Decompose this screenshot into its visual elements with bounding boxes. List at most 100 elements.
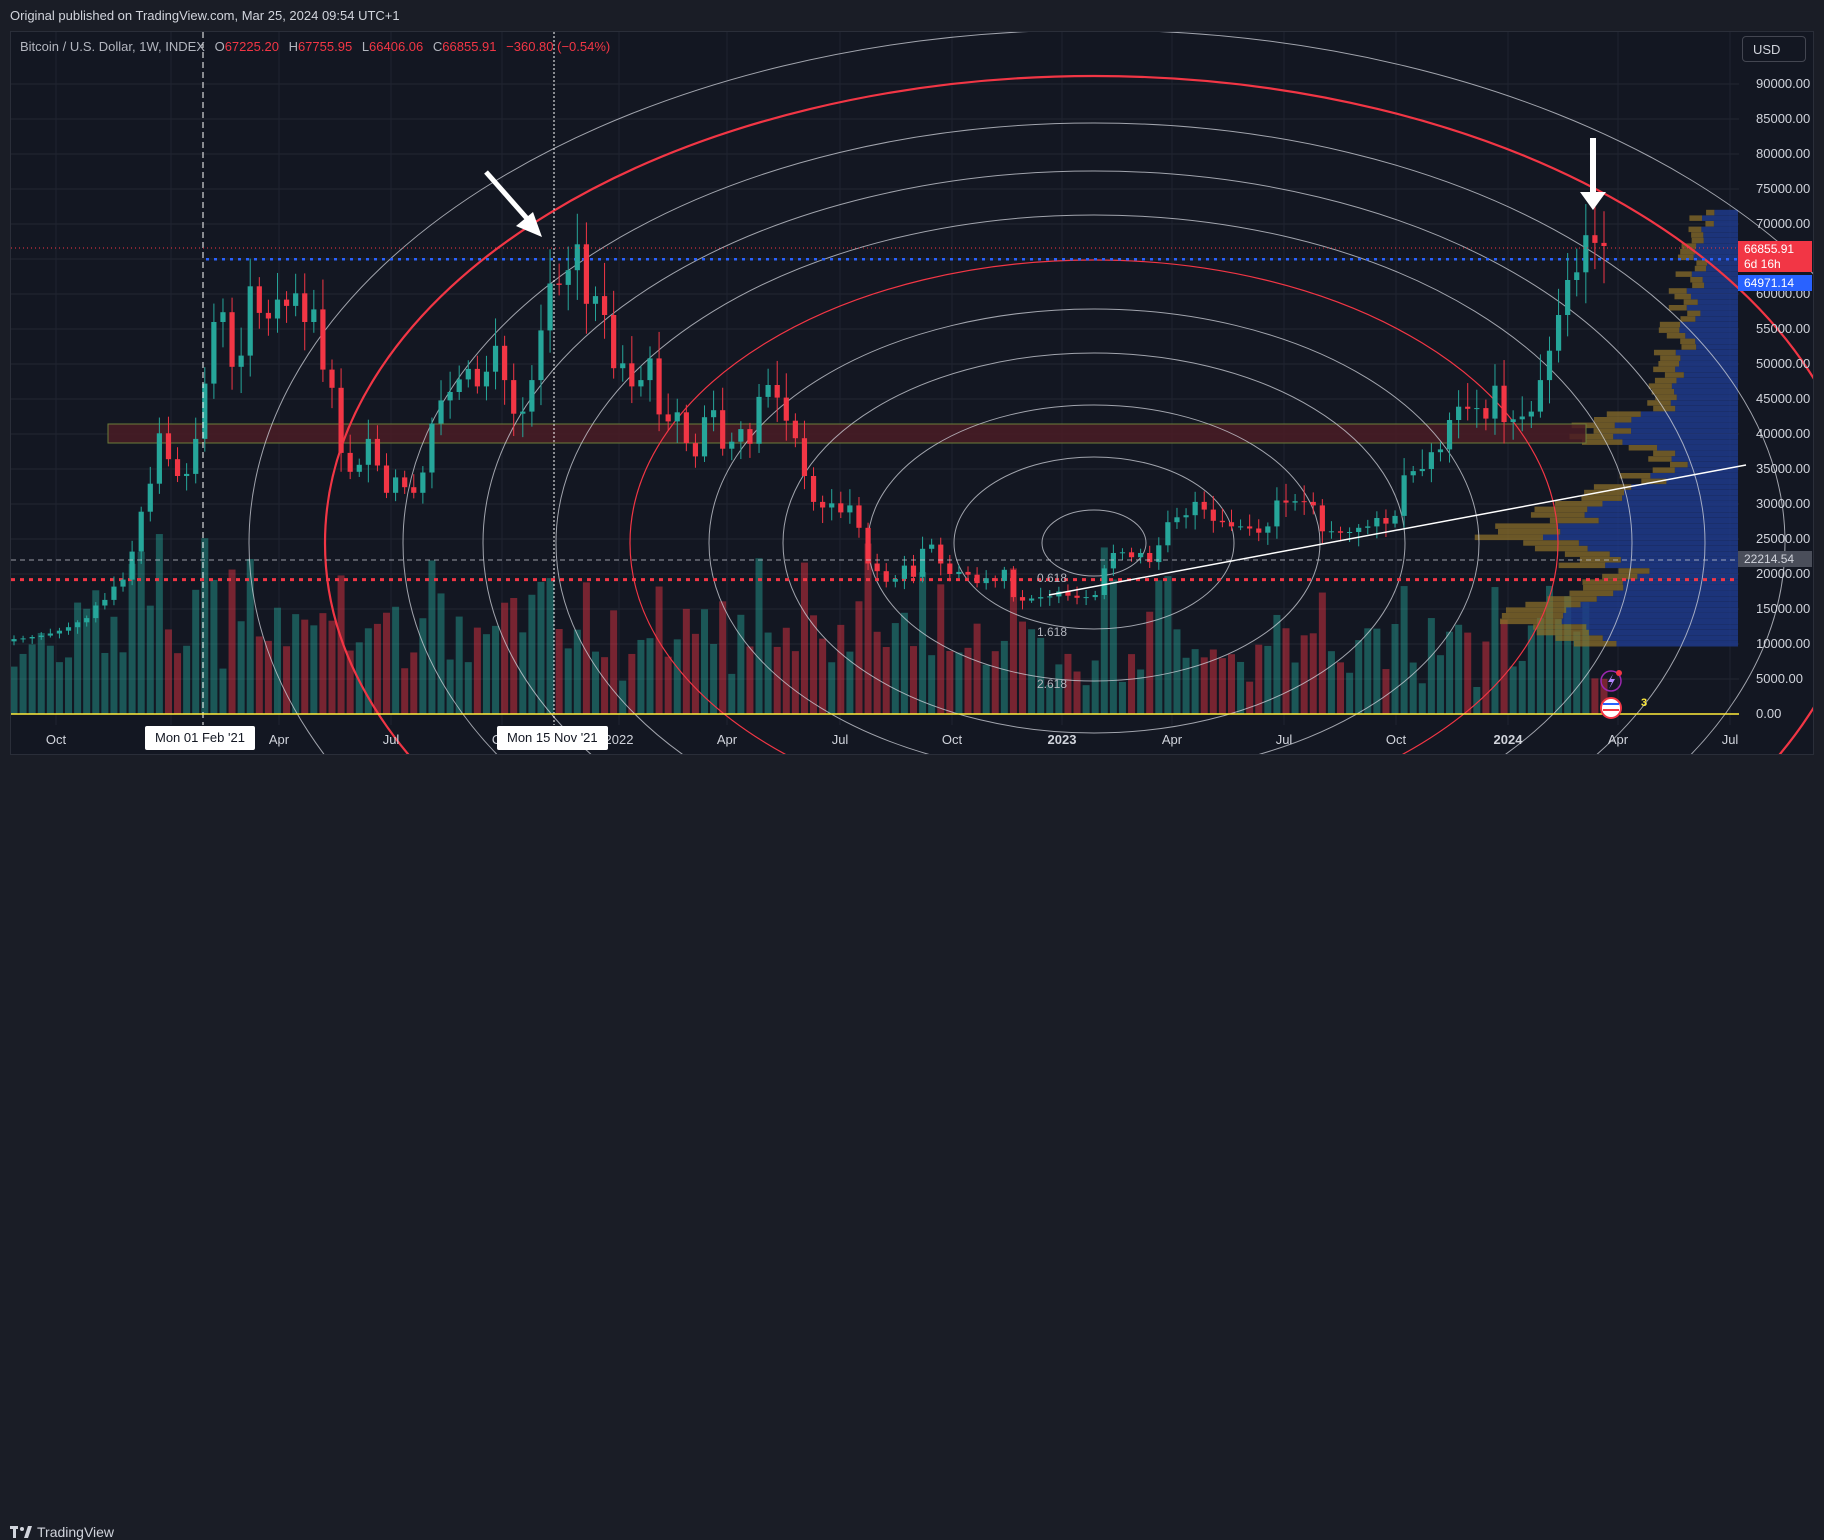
candle-body[interactable] [1565,280,1571,315]
candle-body[interactable] [429,423,435,473]
candle-body[interactable] [1274,500,1280,527]
candle-body[interactable] [393,477,399,493]
candle-body[interactable] [1001,569,1007,581]
candle-body[interactable] [810,476,817,502]
candle-body[interactable] [1492,385,1498,419]
candle-body[interactable] [38,635,44,637]
candle-body[interactable] [783,397,789,421]
candle-body[interactable] [329,369,335,388]
candle-body[interactable] [756,396,762,444]
candle-body[interactable] [1546,350,1553,381]
candle-body[interactable] [892,578,898,582]
candle-body[interactable] [529,380,535,412]
candle-body[interactable] [1228,522,1235,527]
candle-body[interactable] [1247,526,1253,529]
candle-body[interactable] [1510,419,1516,423]
candle-body[interactable] [338,387,344,453]
candle-body[interactable] [1328,531,1335,533]
candle-body[interactable] [1446,420,1453,450]
candle-body[interactable] [1038,597,1044,599]
candle-body[interactable] [720,410,726,449]
candle-body[interactable] [583,244,589,304]
candle-body[interactable] [1301,501,1307,503]
candle-body[interactable] [1074,595,1080,598]
candle-body[interactable] [1101,568,1107,595]
candle-body[interactable] [1383,518,1389,524]
candle-body[interactable] [1019,597,1026,601]
candle-body[interactable] [1083,597,1089,599]
fib-circle[interactable] [953,456,1235,630]
fib-circle[interactable] [782,352,1406,734]
candle-body[interactable] [820,501,826,508]
candle-body[interactable] [947,563,953,575]
candle-body[interactable] [411,487,417,493]
candle-body[interactable] [665,414,671,422]
candle-body[interactable] [256,286,262,313]
candle-body[interactable] [1047,596,1053,598]
candle-body[interactable] [1029,598,1035,601]
candle-body[interactable] [1056,591,1062,597]
candle-body[interactable] [956,571,962,574]
candle-body[interactable] [910,565,917,577]
candle-body[interactable] [674,412,680,422]
candle-body[interactable] [1592,235,1598,243]
candle-body[interactable] [1574,272,1580,280]
candle-body[interactable] [1010,569,1017,598]
candle-body[interactable] [1147,553,1153,563]
candle-body[interactable] [129,551,135,580]
candle-body[interactable] [856,505,862,528]
candle-body[interactable] [211,322,217,384]
candle-body[interactable] [483,371,490,387]
candle-body[interactable] [847,505,853,513]
candle-body[interactable] [111,586,117,600]
candle-body[interactable] [1219,520,1225,523]
candle-body[interactable] [465,368,471,380]
candle-body[interactable] [701,417,708,457]
candle-body[interactable] [320,309,326,370]
fib-circle[interactable] [324,75,1813,754]
candle-body[interactable] [75,622,81,628]
candle-body[interactable] [611,315,617,369]
candle-body[interactable] [801,438,808,476]
candle-body[interactable] [929,544,935,549]
tradingview-logo[interactable]: TradingView [10,1524,114,1540]
candle-body[interactable] [792,420,798,439]
candle-body[interactable] [47,633,53,636]
candle-body[interactable] [1210,509,1216,521]
candle-body[interactable] [29,637,35,639]
candle-body[interactable] [1401,475,1407,516]
candle-body[interactable] [1347,532,1353,533]
candle-body[interactable] [1483,408,1489,419]
candle-body[interactable] [365,438,371,465]
candle-body[interactable] [1456,406,1462,420]
candle-body[interactable] [974,574,980,584]
candle-body[interactable] [402,477,408,488]
chart-frame[interactable]: 0.618 1.618 2.618 90000.00 85000.00 80000.00… [10,31,1814,755]
candle-body[interactable] [1174,517,1180,523]
candle-body[interactable] [992,578,998,581]
fib-circle[interactable] [248,32,1813,754]
candle-body[interactable] [638,380,644,387]
candle-body[interactable] [919,548,926,577]
candle-body[interactable] [938,544,944,564]
candle-body[interactable] [438,400,444,424]
event-icons[interactable] [1600,670,1622,719]
arrow-right-annotation[interactable] [1580,138,1606,210]
support-resistance-zone[interactable] [107,423,1587,444]
fib-circle[interactable] [555,214,1633,754]
candle-body[interactable] [1065,591,1071,596]
candle-body[interactable] [1374,518,1380,527]
candle-body[interactable] [1501,385,1507,423]
candle-body[interactable] [1128,552,1135,558]
candle-body[interactable] [102,599,108,606]
candle-body[interactable] [1474,408,1480,410]
candle-body[interactable] [1537,380,1543,412]
candle-body[interactable] [656,358,662,415]
candle-body[interactable] [647,358,653,381]
candle-body[interactable] [965,571,971,575]
candle-body[interactable] [238,355,244,367]
candle-body[interactable] [1601,242,1607,247]
candle-body[interactable] [829,503,835,508]
candle-body[interactable] [901,565,907,579]
candle-body[interactable] [1465,406,1471,409]
